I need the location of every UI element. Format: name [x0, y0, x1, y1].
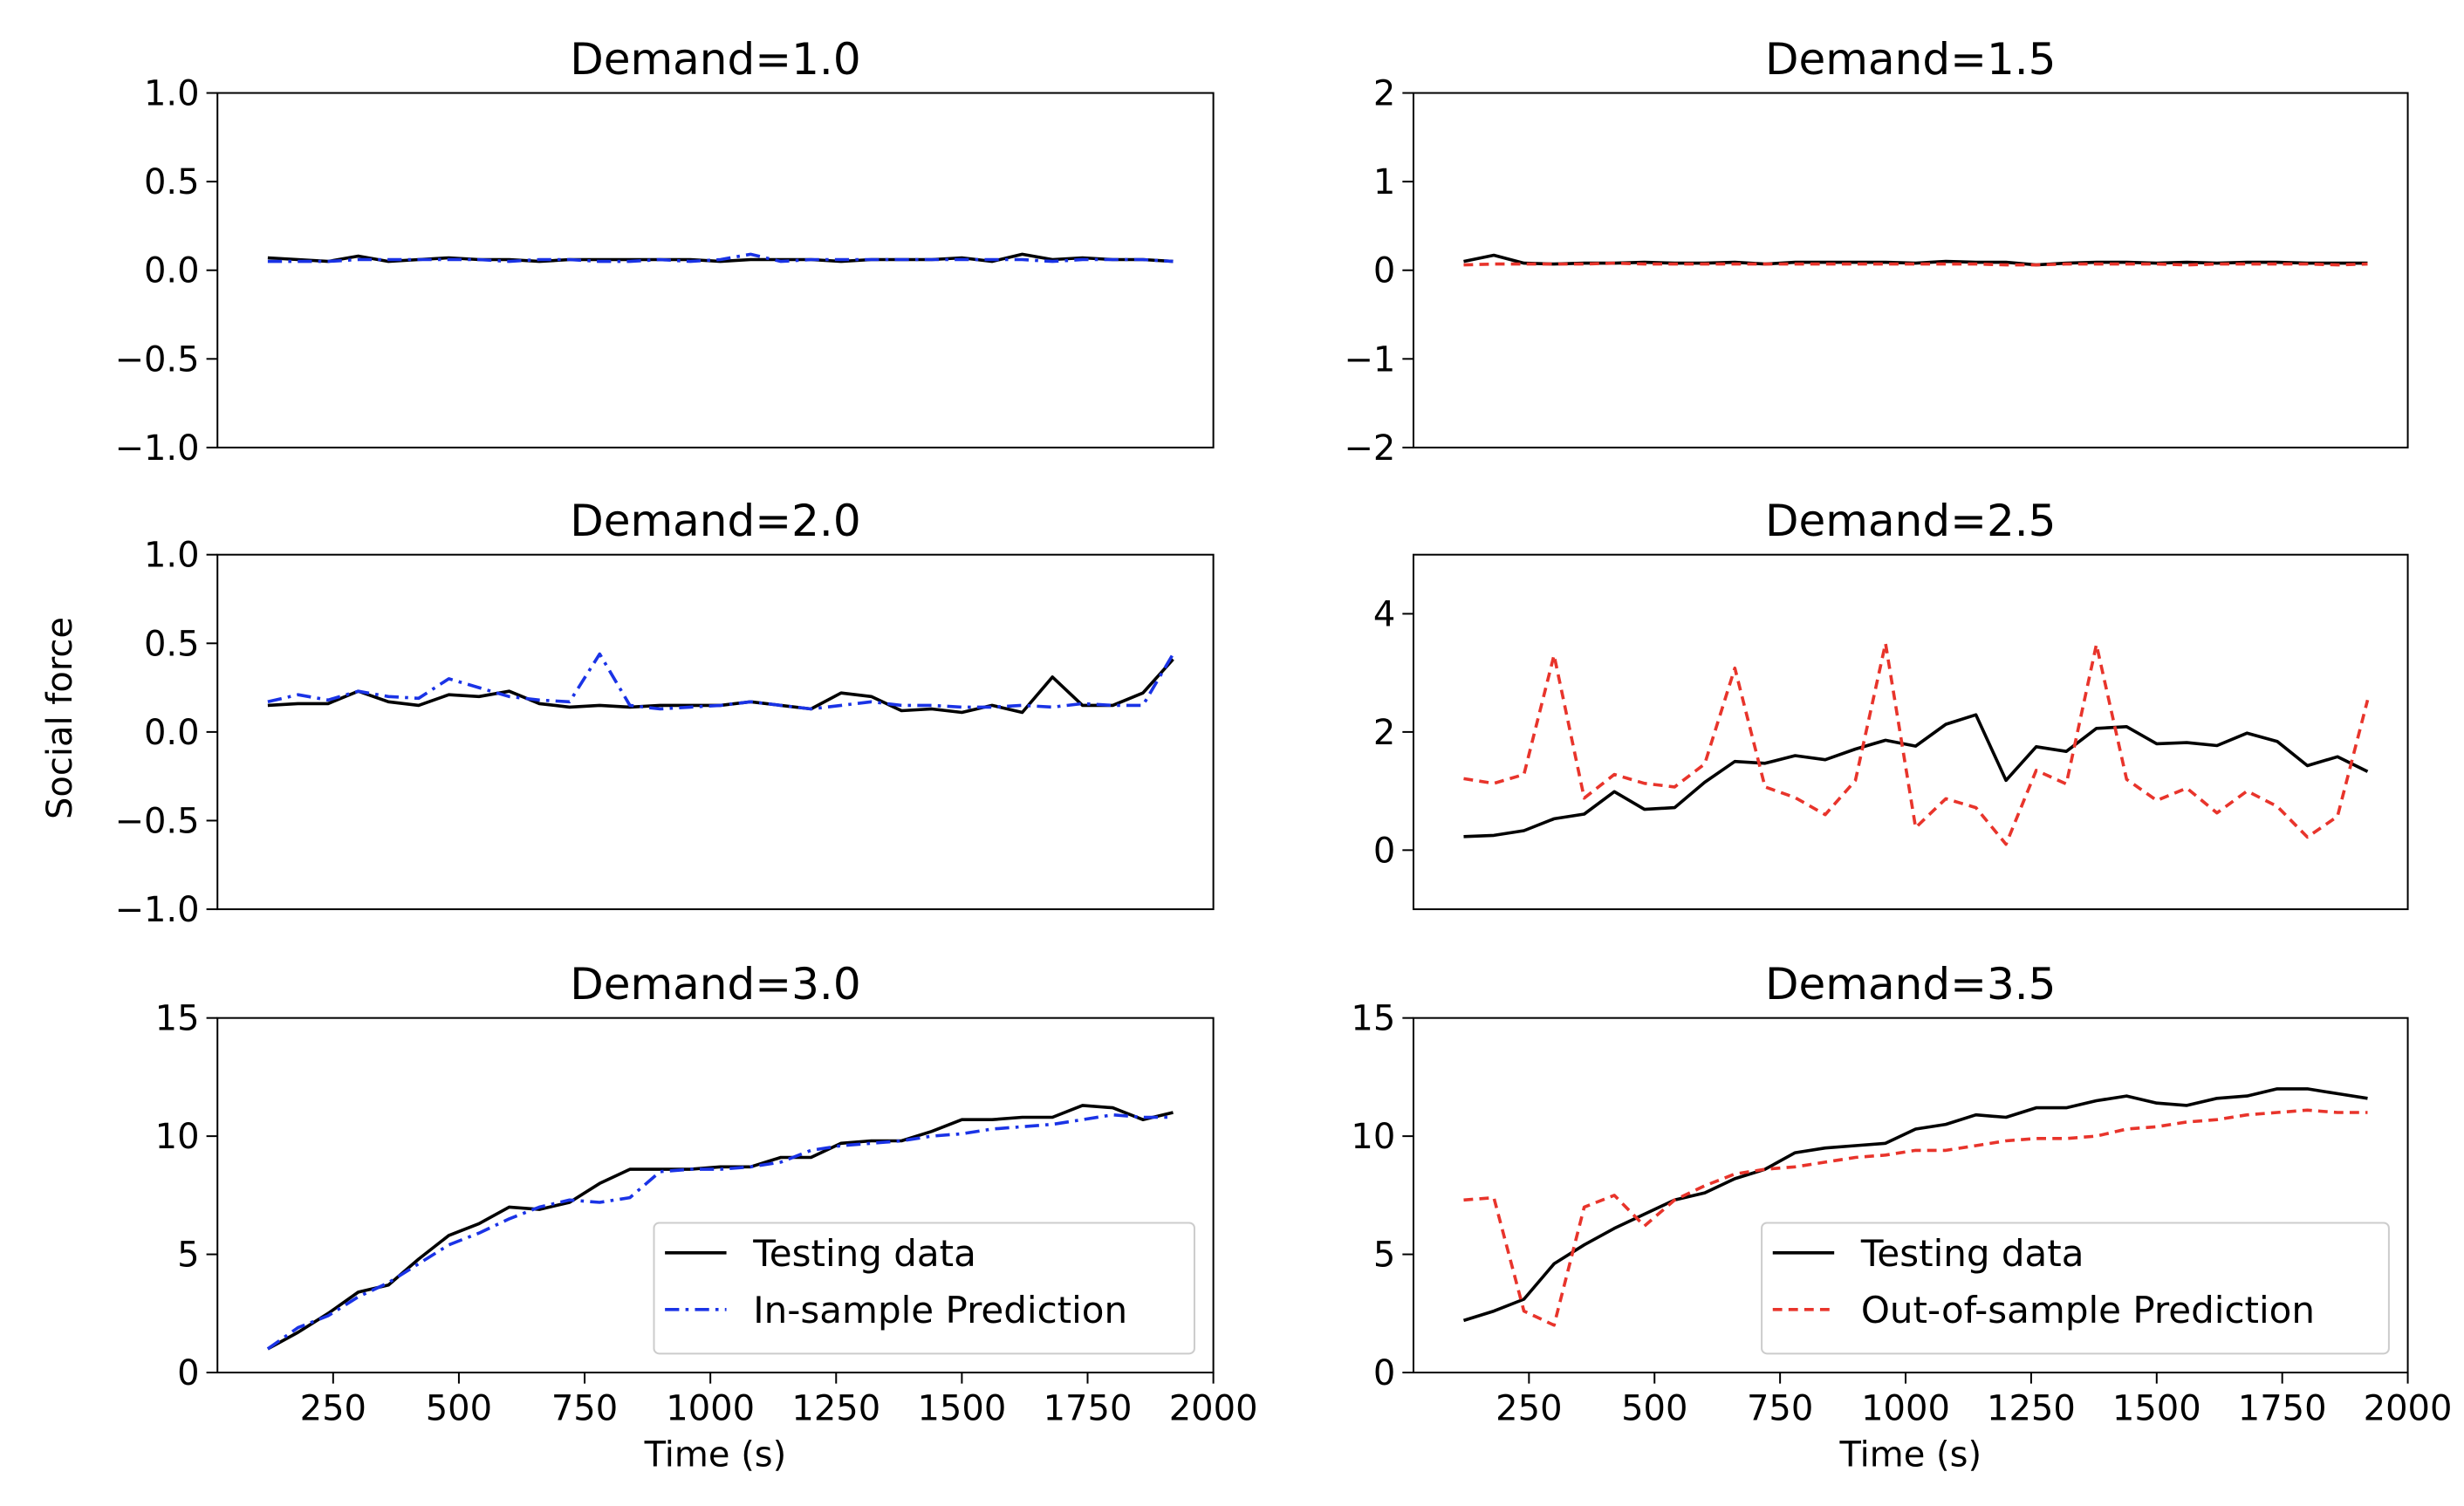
y-tick-label: 2	[1373, 74, 1395, 114]
x-tick-label: 2000	[1169, 1389, 1258, 1429]
y-tick-label: 1.0	[144, 536, 200, 576]
y-tick-label: −2	[1344, 428, 1395, 469]
y-tick-label: −1.0	[114, 890, 199, 930]
x-tick-label: 2000	[2364, 1389, 2453, 1429]
x-tick-label: 1500	[2112, 1389, 2201, 1429]
series-line-testing-data	[267, 1104, 1174, 1351]
x-tick-label: 1750	[2238, 1389, 2327, 1429]
panel-2: Demand=1.5 −2 −1 0 1 2	[1344, 34, 2409, 469]
y-axis-label: Social force	[40, 617, 80, 819]
axes-frame	[1412, 553, 2409, 911]
y-tick-label: 0	[177, 1353, 199, 1393]
y-tick-label: 0.5	[144, 624, 200, 664]
x-tick-label: 250	[300, 1389, 366, 1429]
y-tick-label: −1.0	[114, 428, 199, 469]
legend-label: Testing data	[752, 1232, 976, 1275]
y-tick-label: 15	[1351, 999, 1395, 1039]
axes-frame	[216, 92, 1215, 448]
x-tick-label: 1000	[1861, 1389, 1950, 1429]
legend-label: In-sample Prediction	[753, 1289, 1127, 1331]
legend-label: Out-of-sample Prediction	[1861, 1289, 2315, 1331]
panel-title: Demand=2.5	[1765, 496, 2056, 546]
y-tick-label: 0.0	[144, 713, 200, 753]
x-tick-label: 250	[1496, 1389, 1562, 1429]
panel-4: Demand=2.5 0 2 4	[1373, 496, 2409, 911]
legend-frame	[653, 1222, 1195, 1355]
panel-6: Demand=3.5 0 5 10 15 250 500 750 1000 1250 1500 175…	[1351, 959, 2452, 1475]
y-tick-label: 5	[177, 1236, 199, 1276]
x-tick-label: 1750	[1044, 1389, 1133, 1429]
panel-3: Demand=2.0 −1.0 −0.5 0.0 0.5 1.0	[114, 496, 1215, 930]
panel-1: Demand=1.0 −1.0 −0.5 0.0 0.5 1.0	[114, 34, 1215, 469]
y-tick-label: 0	[1373, 251, 1395, 291]
series-line-out-of-sample-prediction	[1463, 261, 2368, 267]
axes-frame	[216, 1017, 1215, 1374]
legend-label: Testing data	[1860, 1232, 2084, 1275]
legend: Testing data Out-of-sample Prediction	[1761, 1222, 2390, 1355]
y-tick-label: 0	[1373, 831, 1395, 871]
legend-frame	[1761, 1222, 2390, 1355]
panel-title: Demand=3.5	[1765, 959, 2056, 1010]
x-tick-label: 750	[1747, 1389, 1813, 1429]
series-line-in-sample-prediction	[267, 652, 1175, 711]
y-tick-label: −1	[1344, 339, 1395, 380]
axes-frame	[1412, 1017, 2409, 1374]
series-line-in-sample-prediction	[267, 252, 1174, 264]
y-tick-label: 15	[155, 999, 200, 1039]
y-tick-label: 10	[155, 1117, 200, 1157]
panel-title: Demand=1.0	[570, 34, 860, 85]
y-tick-label: 1.0	[144, 74, 200, 114]
y-tick-label: 0	[1373, 1353, 1395, 1393]
y-tick-label: −0.5	[114, 339, 199, 380]
x-axis-label: Time (s)	[644, 1435, 787, 1475]
axes-frame	[1412, 92, 2409, 448]
y-tick-label: 2	[1373, 713, 1395, 753]
series-line-testing-data	[1463, 253, 2368, 267]
x-tick-label: 1250	[1987, 1389, 2076, 1429]
x-axis-label: Time (s)	[1838, 1435, 1981, 1475]
y-tick-label: 0.5	[144, 162, 200, 202]
y-tick-label: 1	[1373, 162, 1395, 202]
panel-title: Demand=2.0	[570, 496, 860, 546]
series-line-testing-data	[1463, 713, 2369, 839]
x-tick-label: 1250	[791, 1389, 880, 1429]
series-line-out-of-sample-prediction	[1463, 641, 2370, 846]
panel-5: Demand=3.0 0 5 10 15 250 500 750 1000 1250 1500 175…	[155, 959, 1258, 1475]
x-tick-label: 500	[1621, 1389, 1687, 1429]
x-tick-label: 1500	[917, 1389, 1006, 1429]
legend: Testing data In-sample Prediction	[653, 1222, 1195, 1355]
series-line-in-sample-prediction	[266, 1112, 1174, 1351]
series-line-testing-data	[1462, 1087, 2368, 1323]
panel-title: Demand=1.5	[1765, 34, 2056, 85]
x-tick-label: 1000	[666, 1389, 755, 1429]
x-tick-label: 750	[551, 1389, 618, 1429]
y-tick-label: 4	[1373, 594, 1395, 634]
series-line-out-of-sample-prediction	[1463, 1108, 2368, 1327]
axes-frame	[216, 553, 1215, 911]
y-tick-label: 0.0	[144, 251, 200, 291]
y-tick-label: −0.5	[114, 801, 199, 841]
y-tick-label: 5	[1373, 1236, 1395, 1276]
x-tick-label: 500	[426, 1389, 492, 1429]
y-tick-label: 10	[1351, 1117, 1395, 1157]
panel-title: Demand=3.0	[570, 959, 860, 1010]
